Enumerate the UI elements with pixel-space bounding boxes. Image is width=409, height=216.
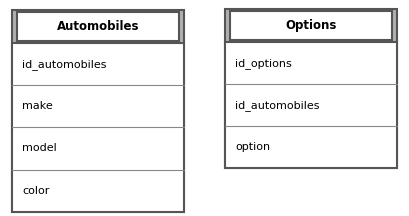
Bar	[225, 42, 397, 168]
Bar	[230, 11, 392, 40]
Text: make: make	[22, 101, 53, 111]
Text: color: color	[22, 186, 50, 196]
Text: Options: Options	[285, 19, 337, 32]
Bar	[12, 10, 184, 212]
Text: id_automobiles: id_automobiles	[22, 59, 107, 70]
Text: id_automobiles: id_automobiles	[235, 100, 320, 111]
Text: id_options: id_options	[235, 58, 292, 69]
Text: model: model	[22, 143, 57, 154]
Bar	[12, 43, 184, 212]
Bar	[225, 9, 397, 168]
Text: option: option	[235, 142, 270, 152]
Text: Automobiles: Automobiles	[57, 20, 139, 33]
Bar	[17, 12, 179, 41]
